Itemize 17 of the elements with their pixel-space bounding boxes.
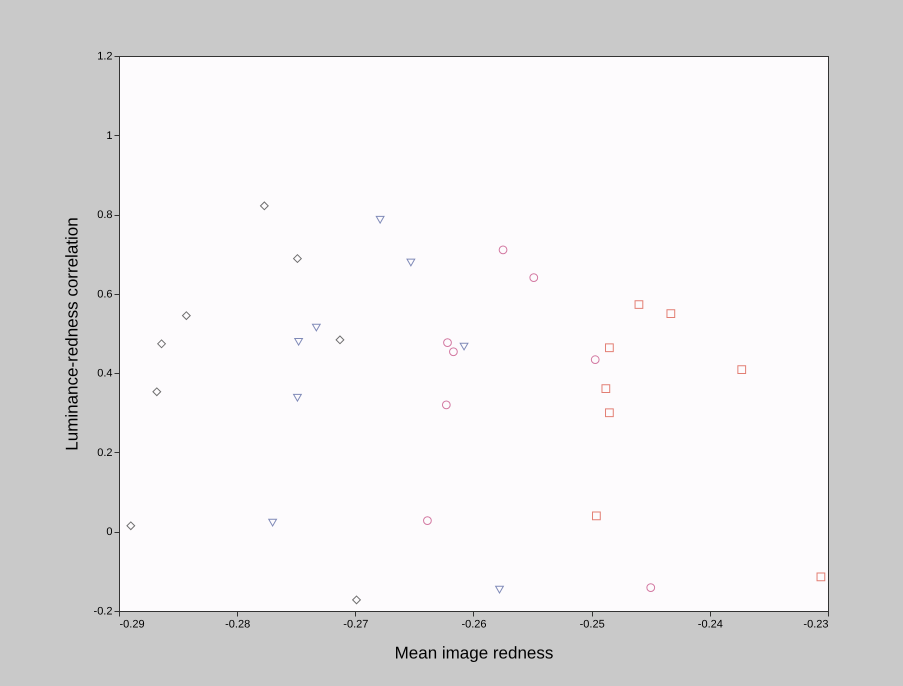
x-tick-label: -0.28: [225, 618, 250, 630]
y-tick-label: 0.6: [97, 288, 112, 300]
y-tick-label: 0: [106, 526, 112, 538]
x-tick-label: -0.23: [803, 618, 828, 630]
y-tick-label: 0.8: [97, 209, 112, 222]
x-tick-label: -0.24: [698, 618, 723, 630]
y-tick-label: 1.2: [97, 50, 112, 62]
y-tick-label: -0.2: [94, 606, 112, 618]
x-axis-title: Mean image redness: [394, 644, 554, 662]
x-tick-label: -0.29: [120, 618, 145, 630]
x-tick-label: -0.27: [343, 618, 368, 630]
y-tick-label: 0.2: [97, 446, 112, 459]
y-tick-label: 0.4: [97, 368, 112, 380]
x-tick-label: -0.25: [580, 618, 605, 630]
x-tick-label: -0.26: [461, 618, 487, 630]
y-axis-title: Luminance-redness correlation: [62, 217, 82, 451]
y-tick-label: 1: [106, 130, 112, 142]
